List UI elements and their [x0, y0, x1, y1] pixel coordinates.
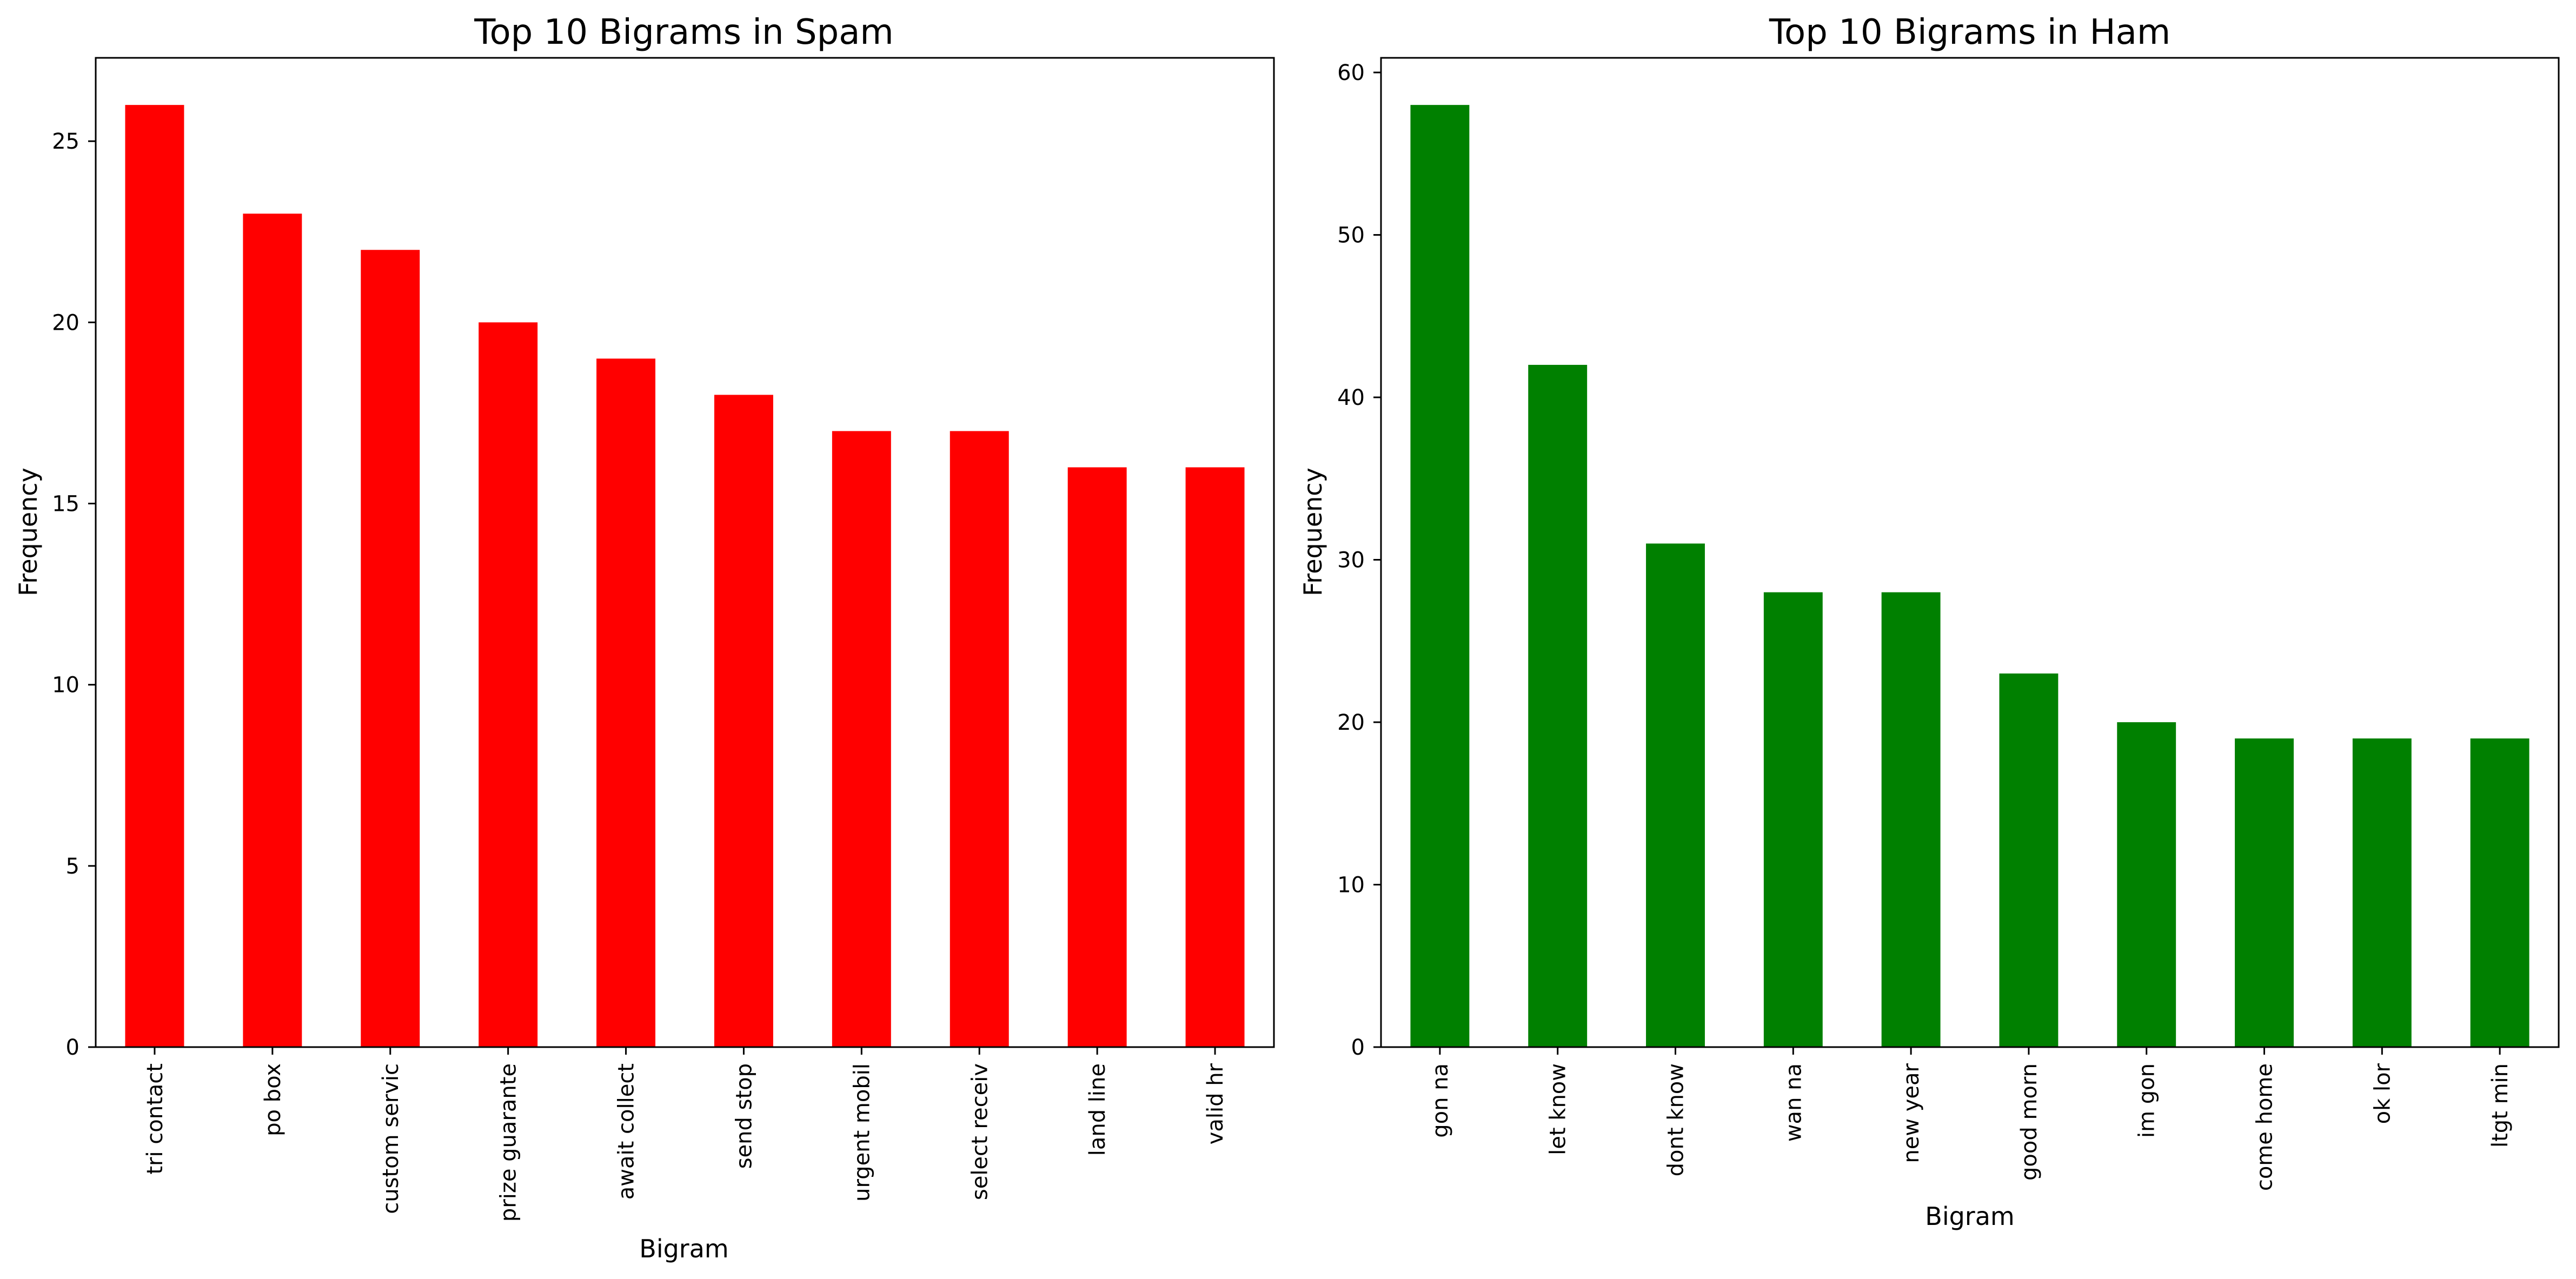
bar-6 [2117, 722, 2176, 1047]
x-axis-label: Bigram [1925, 1202, 2014, 1231]
x-tick-label: gon na [1428, 1063, 1453, 1138]
y-tick-label: 15 [52, 492, 79, 517]
bar-7 [950, 431, 1009, 1047]
bar-9 [1185, 467, 1245, 1047]
y-tick-label: 60 [1337, 61, 1365, 85]
x-tick-label: new year [1899, 1063, 1924, 1163]
x-tick-label: po box [261, 1063, 286, 1136]
x-tick-label: ok lor [2370, 1063, 2395, 1124]
x-tick-label: wan na [1781, 1063, 1806, 1142]
axes-frame [1380, 57, 2560, 1048]
bar-0 [125, 105, 184, 1048]
chart-title: Top 10 Bigrams in Ham [1769, 12, 2170, 52]
y-axis-label: Frequency [14, 468, 43, 596]
chart-title: Top 10 Bigrams in Spam [474, 12, 894, 52]
spam-bigram-chart: tri contact po box custom servic prize guar… [14, 12, 1275, 1263]
x-tick-label: land line [1085, 1063, 1110, 1156]
y-tick-label: 50 [1337, 223, 1365, 248]
y-axis-label: Frequency [1298, 468, 1327, 596]
x-tick-label: dont know [1664, 1063, 1689, 1176]
plot-area: tri contact po box custom servic prize guar… [52, 57, 1275, 1222]
y-tick-label: 25 [52, 129, 79, 154]
ham-bigram-chart: gon na let know dont know wan na new year goo… [1298, 12, 2560, 1231]
bar-9 [2470, 738, 2529, 1047]
x-tick-label: good morn [2017, 1063, 2042, 1181]
y-tick-label: 0 [1351, 1035, 1365, 1060]
bar-7 [2235, 738, 2294, 1047]
x-tick-label: tri contact [143, 1063, 168, 1175]
bar-3 [1763, 592, 1823, 1047]
y-tick-label: 10 [1337, 873, 1365, 898]
bar-1 [1528, 364, 1588, 1047]
axes-frame [95, 57, 1275, 1048]
x-tick-label: select receiv [967, 1063, 992, 1200]
y-tick-label: 0 [66, 1035, 79, 1060]
plot-area: gon na let know dont know wan na new year goo… [1337, 57, 2560, 1191]
x-axis-label: Bigram [639, 1234, 728, 1263]
bar-2 [361, 250, 420, 1048]
x-tick-label: send stop [732, 1063, 756, 1169]
bar-0 [1410, 105, 1470, 1048]
x-tick-label: let know [1546, 1063, 1571, 1155]
bar-4 [1881, 592, 1941, 1047]
bar-5 [714, 395, 773, 1047]
y-tick-label: 30 [1337, 548, 1365, 573]
bar-5 [1999, 673, 2059, 1047]
bar-6 [832, 431, 891, 1047]
x-tick-label: await collect [614, 1063, 639, 1200]
x-tick-label: prize guarante [496, 1063, 521, 1222]
bar-8 [2352, 738, 2412, 1047]
y-tick-label: 20 [1337, 710, 1365, 735]
bar-1 [243, 214, 302, 1048]
x-tick-label: valid hr [1203, 1063, 1228, 1144]
bar-2 [1646, 543, 1705, 1047]
y-tick-label: 5 [66, 854, 79, 879]
x-tick-label: im gon [2135, 1063, 2160, 1138]
x-tick-label: ltgt min [2488, 1063, 2513, 1148]
x-tick-label: come home [2253, 1063, 2278, 1191]
y-tick-label: 10 [52, 673, 79, 698]
x-tick-label: custom servic [379, 1063, 403, 1214]
y-tick-label: 20 [52, 310, 79, 335]
bar-4 [596, 358, 656, 1048]
bar-8 [1067, 467, 1127, 1047]
x-tick-label: urgent mobil [849, 1063, 874, 1202]
y-tick-label: 40 [1337, 385, 1365, 410]
bar-3 [479, 322, 538, 1048]
